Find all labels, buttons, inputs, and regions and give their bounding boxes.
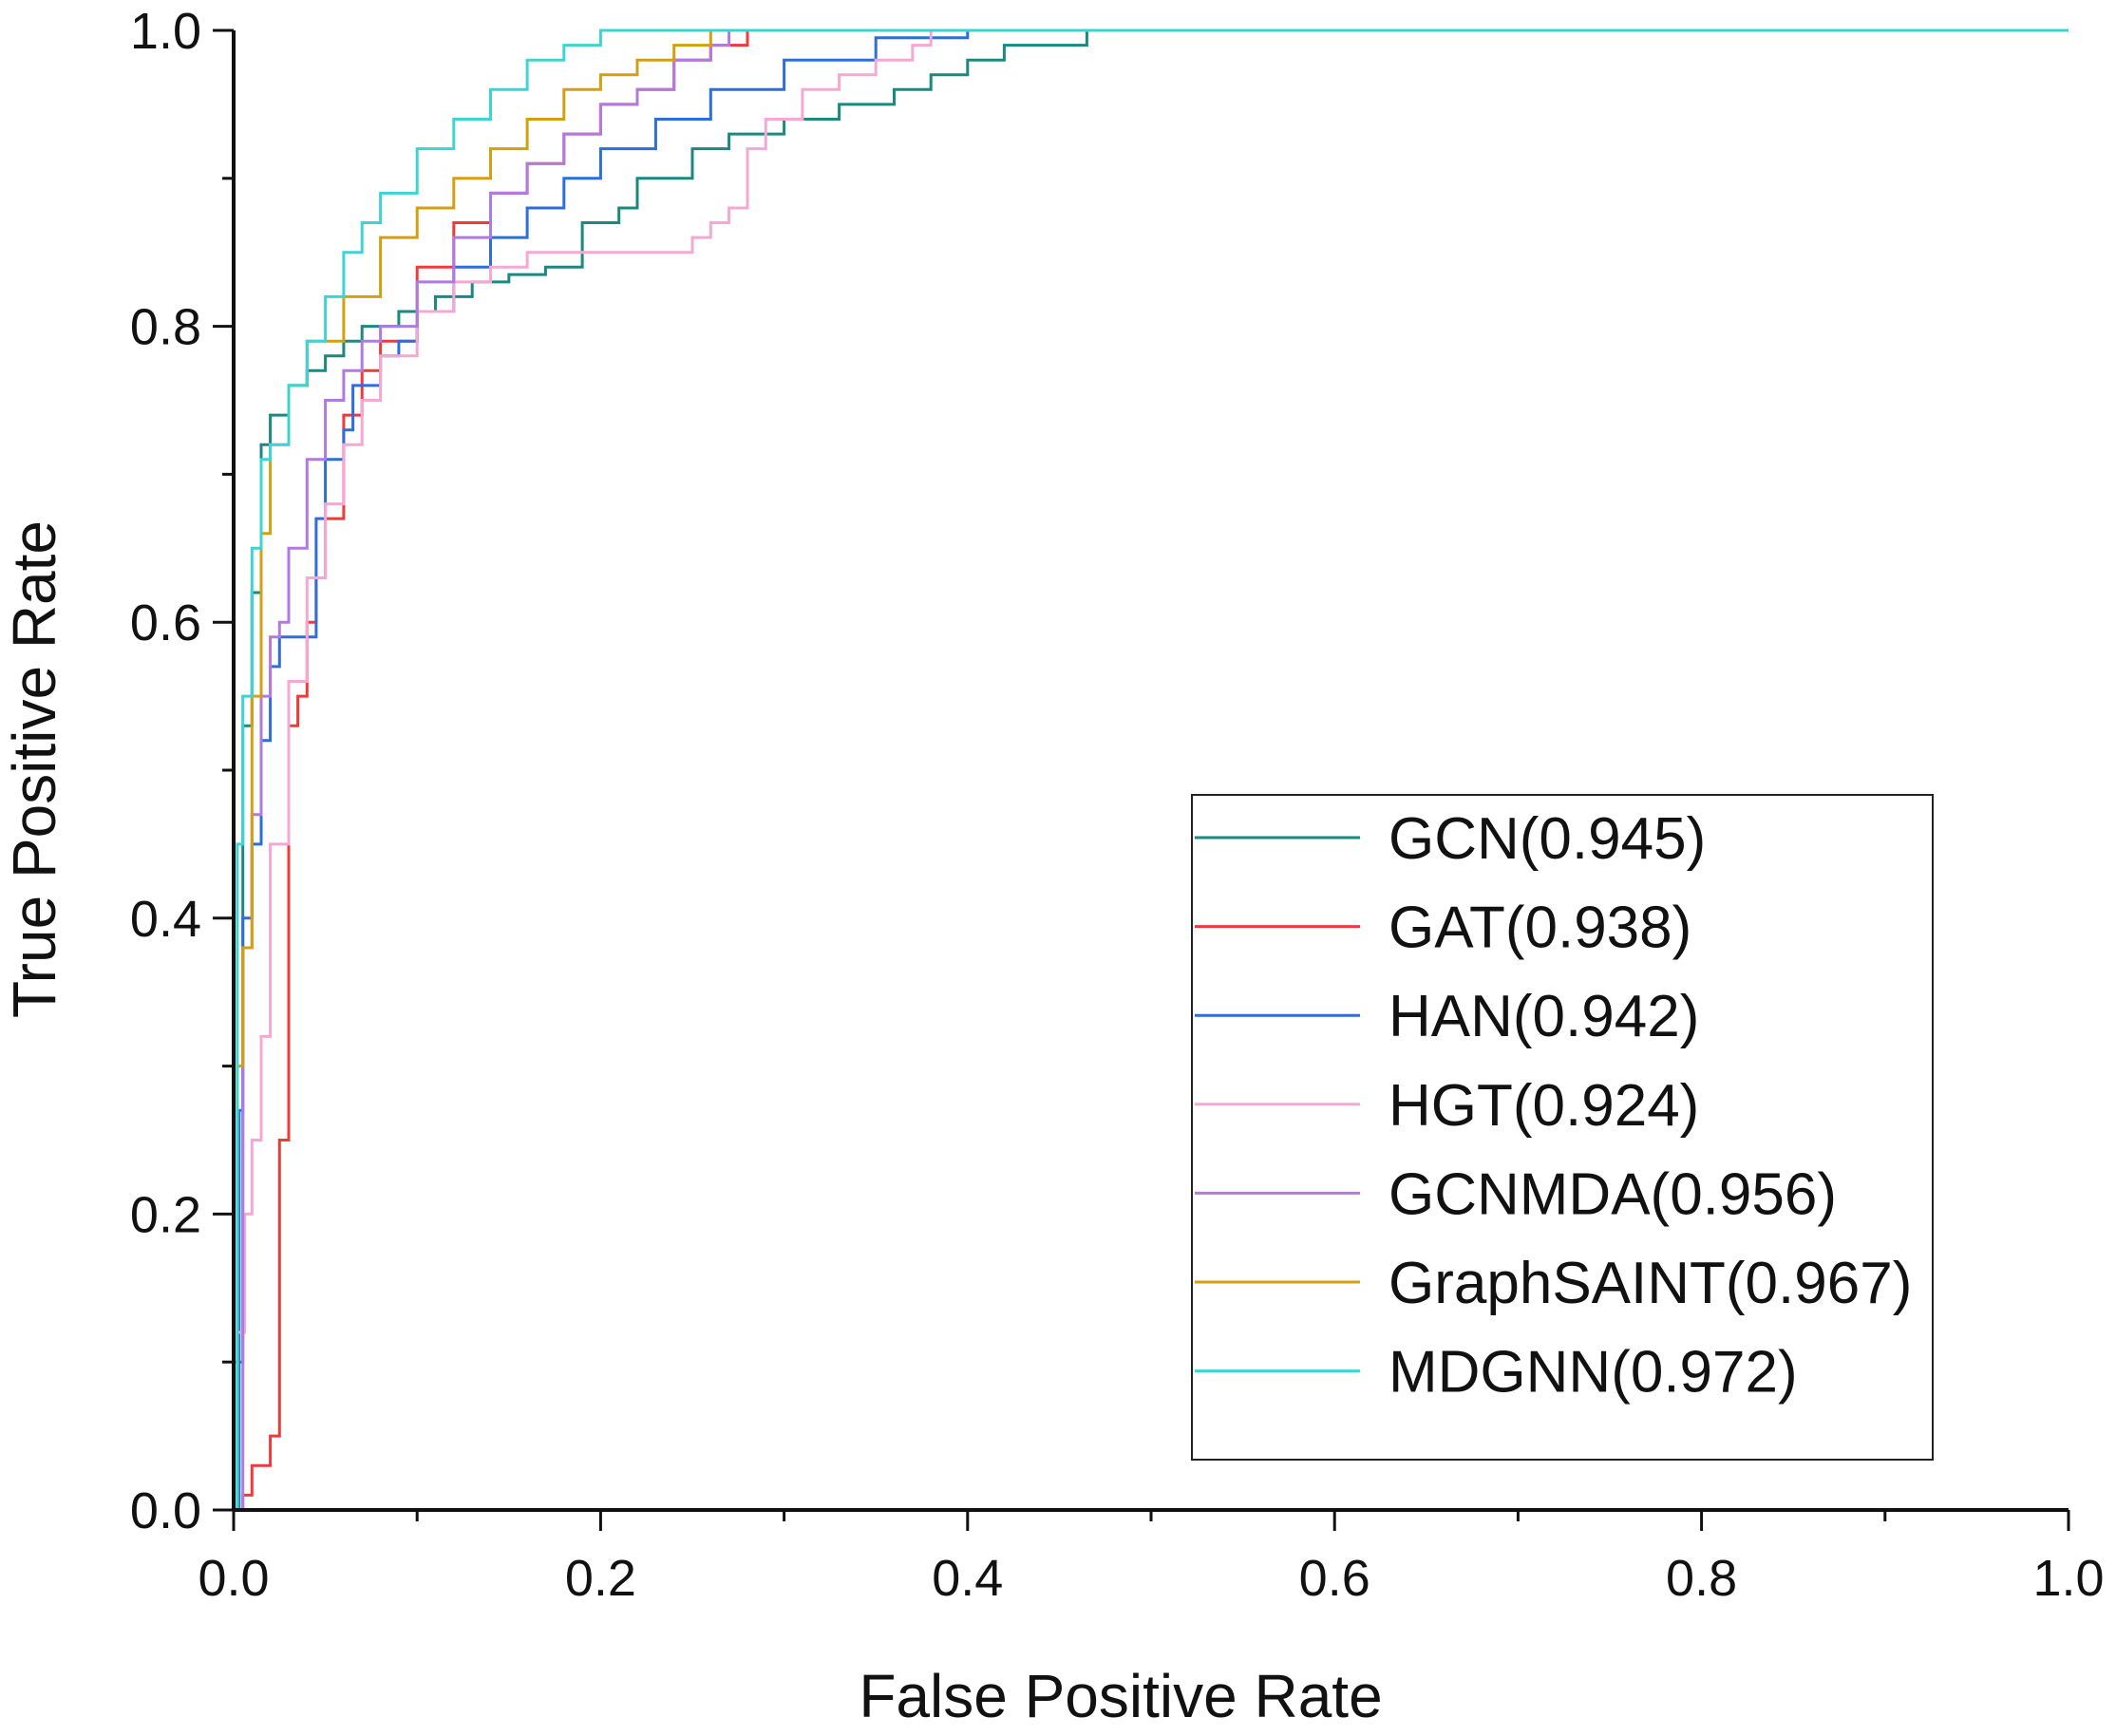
legend-label: MDGNN(0.972) bbox=[1389, 1340, 1798, 1406]
series-line-gcnmda bbox=[234, 28, 2069, 1512]
x-axis-title: False Positive Rate bbox=[859, 1662, 1382, 1730]
y-tick-label: 0.2 bbox=[130, 1186, 201, 1243]
legend-item-gcn: GCN(0.945) bbox=[1195, 806, 1706, 872]
legend-label: GAT(0.938) bbox=[1389, 896, 1691, 961]
legend-item-gcnmda: GCNMDA(0.956) bbox=[1195, 1161, 1837, 1227]
series-layer bbox=[232, 28, 2069, 1512]
legend-item-graphsaint: GraphSAINT(0.967) bbox=[1195, 1251, 1912, 1316]
legend-item-han: HAN(0.942) bbox=[1195, 984, 1699, 1049]
legend-items: GCN(0.945) GAT(0.938) HAN(0.942) HGT(0.924)… bbox=[1195, 806, 1912, 1406]
legend-item-gat: GAT(0.938) bbox=[1195, 896, 1691, 961]
legend: GCN(0.945) GAT(0.938) HAN(0.942) HGT(0.924)… bbox=[1191, 794, 1934, 1461]
legend-label: HAN(0.942) bbox=[1389, 984, 1699, 1049]
series-line-hgt bbox=[234, 28, 2069, 1512]
legend-label: HGT(0.924) bbox=[1389, 1073, 1699, 1139]
legend-item-mdgnn: MDGNN(0.972) bbox=[1195, 1340, 1798, 1406]
y-tick-label: 0.0 bbox=[130, 1482, 201, 1539]
series-line-gcn bbox=[232, 28, 2069, 1510]
x-tick-label: 0.8 bbox=[1666, 1550, 1737, 1607]
legend-item-hgt: HGT(0.924) bbox=[1195, 1073, 1699, 1139]
y-tick-label: 1.0 bbox=[130, 3, 201, 60]
y-tick-label: 0.4 bbox=[130, 891, 201, 948]
series-line-mdgnn bbox=[234, 28, 2069, 1512]
legend-label: GCNMDA(0.956) bbox=[1389, 1161, 1837, 1227]
y-axis-title: True Positive Rate bbox=[0, 520, 68, 1018]
x-tick-label: 0.4 bbox=[932, 1550, 1003, 1607]
x-tick-label: 0.0 bbox=[198, 1550, 269, 1607]
legend-label: GCN(0.945) bbox=[1389, 806, 1706, 872]
y-tick-label: 0.8 bbox=[130, 299, 201, 356]
legend-box bbox=[1191, 794, 1934, 1461]
series-line-graphsaint bbox=[234, 28, 2069, 1512]
ticks-layer: 0.0 0.2 0.4 0.6 0.8 1.0 0.0 0.2 0.4 0.6 0.8 1.0 bbox=[130, 3, 2105, 1607]
x-tick-label: 1.0 bbox=[2032, 1550, 2104, 1607]
legend-label: GraphSAINT(0.967) bbox=[1389, 1251, 1912, 1316]
y-tick-label: 0.6 bbox=[130, 594, 201, 651]
x-tick-label: 0.2 bbox=[565, 1550, 636, 1607]
x-tick-label: 0.6 bbox=[1299, 1550, 1370, 1607]
